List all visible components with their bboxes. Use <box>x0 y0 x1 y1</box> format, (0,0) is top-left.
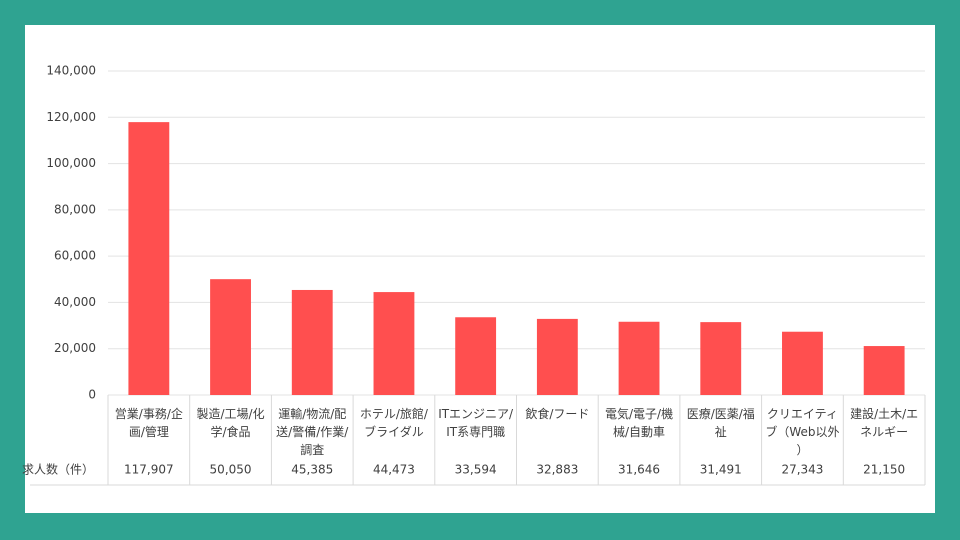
y-tick-label: 40,000 <box>54 295 96 309</box>
x-tick-label: 営業/事務/企画/管理 <box>115 406 183 439</box>
value-label: 31,491 <box>700 463 742 477</box>
bar <box>618 321 660 395</box>
y-tick-label: 60,000 <box>54 249 96 263</box>
value-label: 27,343 <box>781 463 823 477</box>
bar <box>782 331 823 395</box>
value-label: 31,646 <box>618 463 660 477</box>
value-label: 117,907 <box>124 463 174 477</box>
y-tick-label: 80,000 <box>54 202 96 216</box>
x-tick-label: 建設/土木/エネルギー <box>850 406 918 439</box>
y-tick-label: 140,000 <box>46 64 96 78</box>
x-tick-label: クリエイティブ（Web以外） <box>765 407 839 457</box>
y-tick-label: 20,000 <box>54 341 96 355</box>
value-label: 45,385 <box>291 463 333 477</box>
x-tick-label: 医療/医薬/福祉 <box>687 406 755 439</box>
x-tick-label: ITエンジニア/IT系専門職 <box>438 407 514 439</box>
x-tick-label: 飲食/フード <box>525 406 589 421</box>
bar <box>863 346 905 395</box>
table-row-label: 求人数（件） <box>22 462 94 477</box>
panel <box>25 25 935 513</box>
x-tick-label: 運輸/物流/配送/警備/作業/調査 <box>276 406 349 457</box>
bar <box>536 318 578 395</box>
y-tick-label: 100,000 <box>46 156 96 170</box>
value-label: 21,150 <box>863 463 905 477</box>
y-tick-label: 0 <box>88 388 96 402</box>
bar <box>210 279 251 395</box>
x-tick-label: 電気/電子/機械/自動車 <box>605 406 673 439</box>
bar <box>700 322 742 395</box>
value-label: 44,473 <box>373 463 415 477</box>
bar <box>373 292 415 395</box>
value-label: 50,050 <box>210 463 252 477</box>
bar <box>128 122 170 395</box>
bar <box>291 289 333 395</box>
value-label: 33,594 <box>455 463 497 477</box>
value-label: 32,883 <box>536 463 578 477</box>
bar <box>455 317 497 395</box>
y-tick-label: 120,000 <box>46 110 96 124</box>
x-tick-label: 製造/工場/化学/食品 <box>197 407 265 439</box>
x-tick-label: ホテル/旅館/ブライダル <box>360 406 429 439</box>
